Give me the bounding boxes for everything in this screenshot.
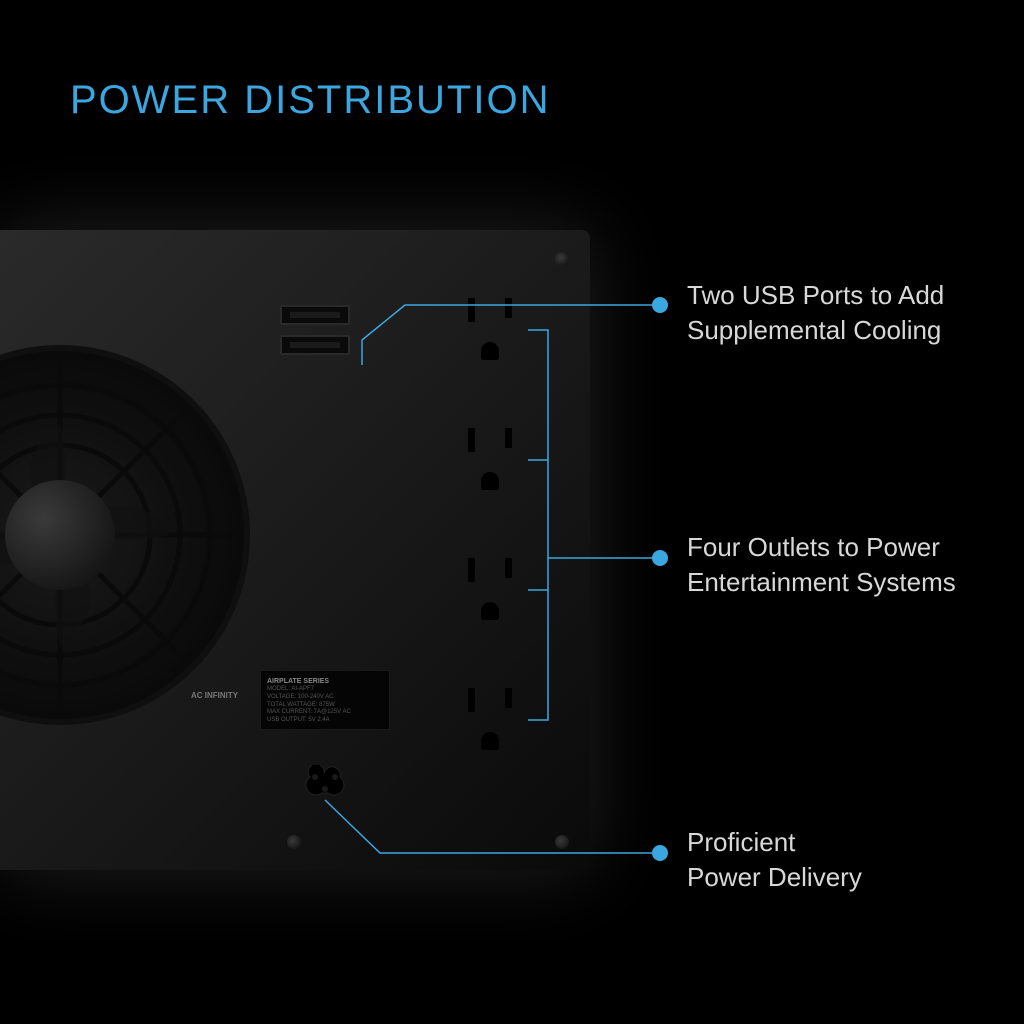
usb-port-icon [280,305,350,325]
screw-icon [287,835,301,849]
spec-usb: USB OUTPUT: 5V 2.4A [267,717,383,725]
spec-current: MAX CURRENT: 7A@125V AC [267,709,383,717]
page-title: POWER DISTRIBUTION [70,78,550,123]
spec-voltage: VOLTAGE: 100-240V AC [267,694,383,702]
callout-line2: Entertainment Systems [687,567,956,597]
callout-line1: Proficient [687,827,795,857]
callout-outlets: Four Outlets to Power Entertainment Syst… [687,530,956,600]
fan-icon [0,345,250,725]
callout-line1: Two USB Ports to Add [687,280,944,310]
callout-line1: Four Outlets to Power [687,532,940,562]
spec-series: AIRPLATE SERIES [267,677,383,686]
callout-dot [652,845,668,861]
screw-icon [555,252,569,266]
spec-wattage: TOTAL WATTAGE: 875W [267,702,383,710]
power-inlet-icon [300,765,350,800]
spec-label: AIRPLATE SERIES MODEL: AI-APF7 VOLTAGE: … [260,670,390,730]
spec-brand: AC INFINITY [191,691,238,701]
outlet-icon [450,420,530,500]
usb-port-icon [280,335,350,355]
spec-model: MODEL: AI-APF7 [267,686,383,694]
screw-icon [555,835,569,849]
callout-dot [652,550,668,566]
callout-line2: Supplemental Cooling [687,315,941,345]
callout-dot [652,297,668,313]
outlet-icon [450,680,530,760]
outlet-icon [450,550,530,630]
callout-power: Proficient Power Delivery [687,825,862,895]
callout-line2: Power Delivery [687,862,862,892]
callout-usb: Two USB Ports to Add Supplemental Coolin… [687,278,944,348]
outlet-icon [450,290,530,370]
device-panel: AIRPLATE SERIES MODEL: AI-APF7 VOLTAGE: … [0,230,590,870]
